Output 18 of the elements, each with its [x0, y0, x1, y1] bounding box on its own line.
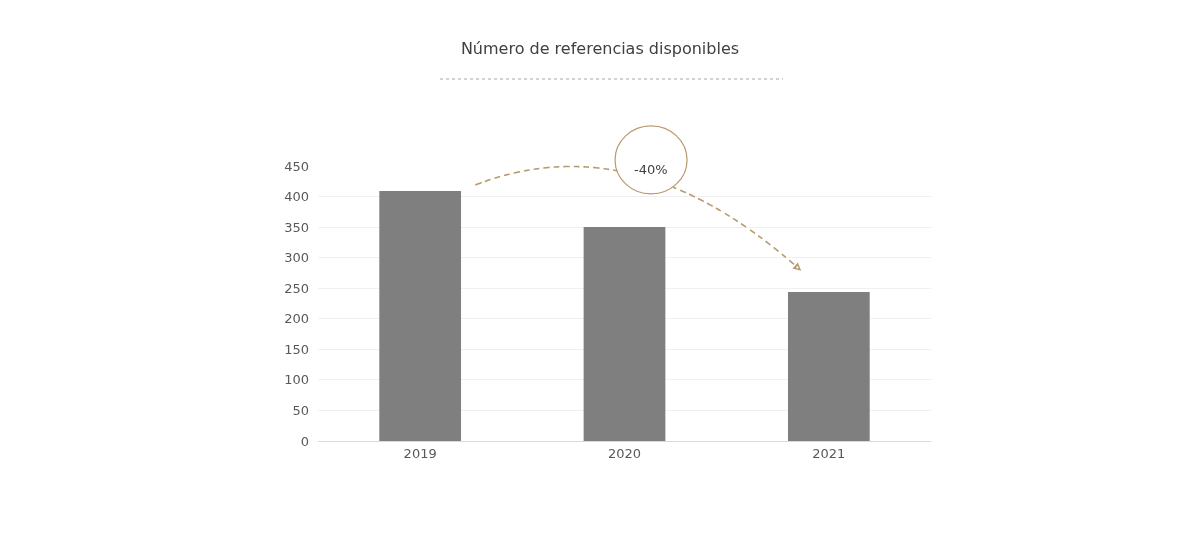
x-tick-label: 2019	[403, 445, 437, 461]
y-tick-label: 150	[284, 341, 309, 357]
y-tick-label: 350	[284, 219, 309, 235]
annotation: -40%	[634, 162, 668, 177]
y-tick-label: 0	[300, 433, 309, 449]
bar	[583, 227, 666, 441]
x-tick-label: 2021	[812, 445, 846, 461]
y-tick-label: 50	[292, 402, 309, 418]
y-tick-label: 300	[284, 250, 309, 266]
y-tick-label: 200	[284, 311, 309, 327]
y-tick-label: 400	[284, 189, 309, 205]
chart-title: Número de referencias disponibles	[460, 38, 740, 58]
bar	[379, 191, 462, 441]
y-tick-label: 100	[284, 372, 309, 388]
y-tick-label: 250	[284, 280, 309, 296]
y-tick-label: 450	[284, 158, 309, 174]
x-tick-label: 2020	[607, 445, 642, 461]
bar	[787, 291, 870, 441]
